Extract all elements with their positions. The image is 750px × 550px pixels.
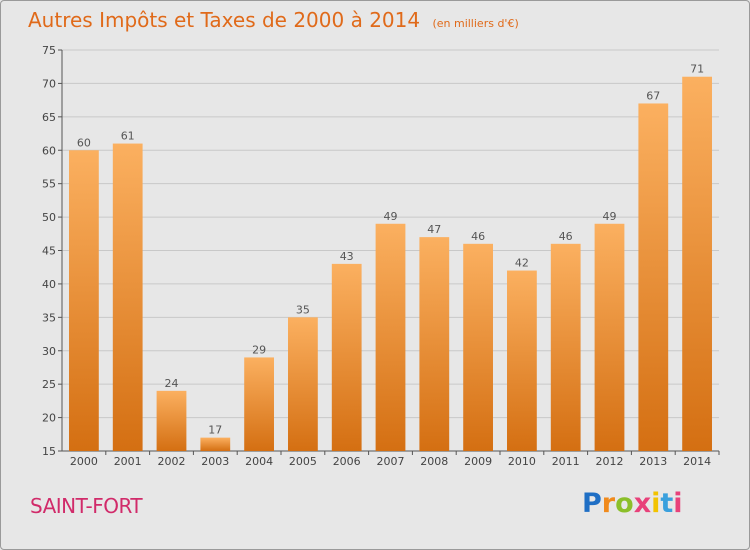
y-tick-label: 45 <box>42 245 56 258</box>
data-label: 47 <box>427 223 441 236</box>
data-label: 46 <box>559 230 573 243</box>
bar-2001 <box>112 143 143 452</box>
data-label: 17 <box>208 424 222 437</box>
chart-title: Autres Impôts et Taxes de 2000 à 2014 (e… <box>28 8 519 32</box>
x-tick-label: 2011 <box>552 455 580 468</box>
x-tick-label: 2001 <box>114 455 142 468</box>
x-tick-label: 2006 <box>333 455 361 468</box>
data-label: 42 <box>515 257 529 270</box>
bar-2011 <box>550 243 581 451</box>
y-tick-label: 20 <box>42 412 56 425</box>
x-tick-label: 2004 <box>245 455 273 468</box>
x-tick-label: 2012 <box>596 455 624 468</box>
x-tick-label: 2008 <box>420 455 448 468</box>
data-label: 46 <box>471 230 485 243</box>
bar-2002 <box>156 390 187 451</box>
chart-title-text: Autres Impôts et Taxes de 2000 à 2014 <box>28 8 421 32</box>
bar-2008 <box>419 237 450 451</box>
data-label: 61 <box>121 130 135 143</box>
x-tick-label: 2002 <box>158 455 186 468</box>
y-tick-label: 75 <box>42 44 56 57</box>
logo-letter: P <box>582 488 602 519</box>
chart-subtitle: (en milliers d'€) <box>432 17 519 30</box>
x-tick-label: 2007 <box>377 455 405 468</box>
bar-2000 <box>69 150 99 451</box>
bars <box>69 76 712 452</box>
x-tick-label: 2009 <box>464 455 492 468</box>
x-tick-label: 2013 <box>639 455 667 468</box>
bar-2014 <box>682 76 712 451</box>
data-label: 60 <box>77 136 91 149</box>
bar-2004 <box>244 357 274 451</box>
bar-2009 <box>463 243 493 451</box>
x-tick-label: 2014 <box>683 455 711 468</box>
data-labels: 60 61 24 17 29 35 43 49 47 46 42 46 49 67 71 <box>77 63 704 437</box>
y-tick-label: 50 <box>42 211 56 224</box>
y-tick-label: 55 <box>42 178 56 191</box>
data-label: 67 <box>646 89 660 102</box>
logo-letter: i <box>673 488 683 519</box>
commune-name: SAINT-FORT <box>30 494 143 518</box>
bar-2007 <box>375 223 406 451</box>
x-tick-label: 2003 <box>201 455 229 468</box>
y-tick-label: 65 <box>42 111 56 124</box>
bar-2005 <box>288 317 318 451</box>
axes: 15 20 25 30 35 40 45 50 55 60 65 70 75 2000 2001 2002 20… <box>42 44 720 468</box>
bar-2010 <box>507 270 537 451</box>
x-tick-label: 2010 <box>508 455 536 468</box>
logo-letter: r <box>601 488 616 519</box>
y-tick-label: 30 <box>42 345 56 358</box>
bar-2013 <box>638 103 669 451</box>
proxiti-logo[interactable]: Proxiti <box>582 488 683 519</box>
y-tick-label: 70 <box>42 77 56 90</box>
y-tick-label: 25 <box>42 378 56 391</box>
bar-2012 <box>594 223 625 451</box>
data-label: 35 <box>296 303 310 316</box>
y-tick-label: 35 <box>42 311 56 324</box>
x-tick-label: 2000 <box>70 455 98 468</box>
y-tick-label: 40 <box>42 278 56 291</box>
logo-letter: t <box>660 488 674 519</box>
y-tick-label: 60 <box>42 144 56 157</box>
data-label: 24 <box>165 377 179 390</box>
x-tick-label: 2005 <box>289 455 317 468</box>
data-label: 49 <box>384 210 398 223</box>
data-label: 71 <box>690 63 704 76</box>
bar-2006 <box>331 263 362 451</box>
bar-2003 <box>200 437 231 451</box>
logo-letter: o <box>615 488 634 519</box>
data-label: 29 <box>252 343 266 356</box>
logo-letter: x <box>633 488 652 519</box>
y-tick-label: 15 <box>42 445 56 458</box>
logo-letter: i <box>651 488 661 519</box>
data-label: 49 <box>603 210 617 223</box>
data-label: 43 <box>340 250 354 263</box>
